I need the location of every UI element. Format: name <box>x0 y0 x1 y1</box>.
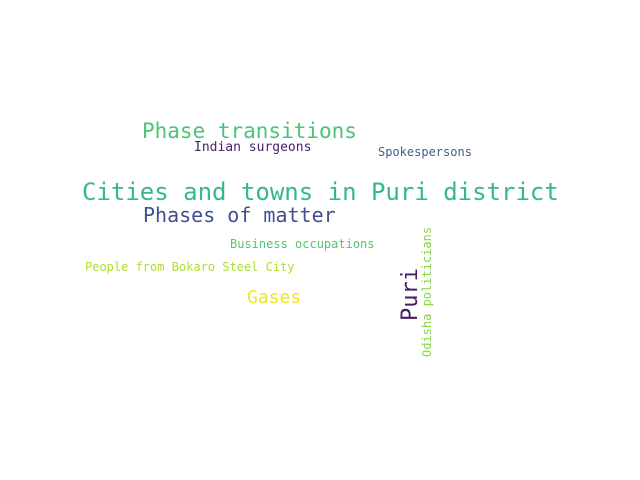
word-phases-of-matter: Phases of matter <box>143 203 336 227</box>
word-spokespersons: Spokespersons <box>378 145 472 159</box>
word-indian-surgeons: Indian surgeons <box>194 140 312 155</box>
word-business-occupations: Business occupations <box>230 237 375 251</box>
word-gases: Gases <box>247 287 302 308</box>
word-cities-and-towns-in-puri-district: Cities and towns in Puri district <box>82 178 559 206</box>
word-people-from-bokaro-steel-city: People from Bokaro Steel City <box>85 260 295 274</box>
word-phase-transitions: Phase transitions <box>142 119 357 143</box>
word-odisha-politicians: Odisha politicians <box>420 226 434 357</box>
word-puri: Puri <box>398 268 423 321</box>
